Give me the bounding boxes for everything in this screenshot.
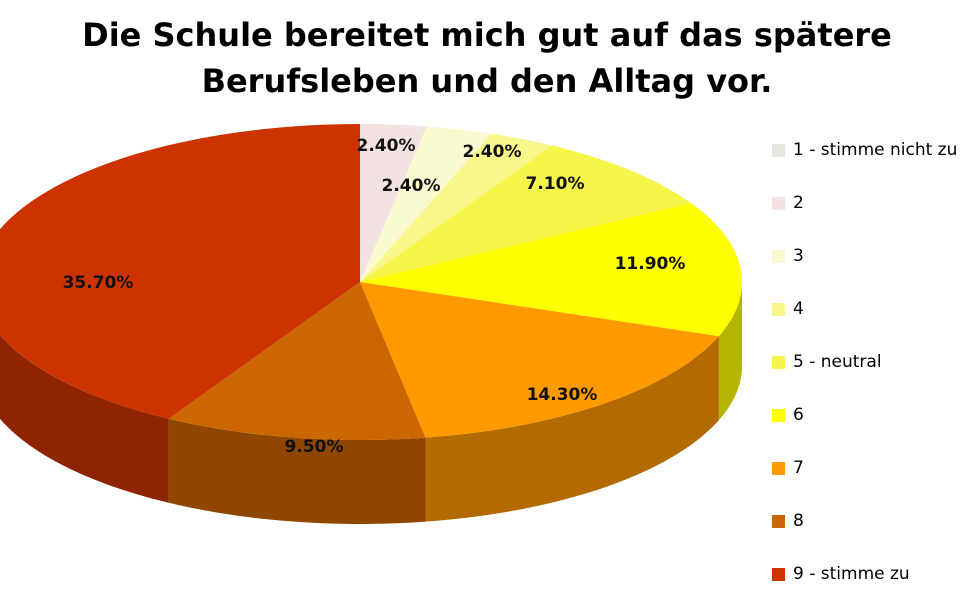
data-label: 35.70% — [62, 273, 134, 293]
data-label: 7.10% — [525, 174, 585, 194]
legend-label: 2 — [793, 193, 804, 213]
data-label: 9.50% — [284, 437, 344, 457]
chart-title-line1: Die Schule bereitet mich gut auf das spä… — [82, 16, 892, 54]
legend-item: 6 — [772, 405, 804, 425]
pie-side-9 — [0, 334, 169, 503]
legend-item: 9 - stimme zu — [772, 564, 910, 584]
pie-side-8 — [168, 418, 426, 524]
data-label: 14.30% — [526, 385, 598, 405]
legend-swatch — [772, 408, 785, 422]
legend-item: 8 — [772, 511, 804, 531]
pie-slice-7 — [360, 282, 719, 438]
legend-swatch — [772, 143, 785, 157]
legend-label: 1 - stimme nicht zu — [793, 140, 958, 160]
legend-swatch — [772, 461, 785, 475]
legend-item: 4 — [772, 299, 804, 319]
legend-swatch — [772, 355, 785, 369]
pie-slice-4 — [360, 133, 553, 282]
legend-label: 3 — [793, 246, 804, 266]
legend-label: 8 — [793, 511, 804, 531]
legend-label: 4 — [793, 299, 804, 319]
chart-title: Die Schule bereitet mich gut auf das spä… — [0, 12, 974, 104]
data-label: 11.90% — [614, 254, 686, 274]
legend-swatch — [772, 514, 785, 528]
pie-slice-9 — [0, 124, 360, 419]
legend-label: 6 — [793, 405, 804, 425]
data-label: 2.40% — [356, 136, 416, 156]
pie-side-6 — [718, 282, 742, 421]
legend-item: 5 - neutral — [772, 352, 882, 372]
legend-swatch — [772, 567, 785, 581]
legend-item: 7 — [772, 458, 804, 478]
pie-slice-2 — [360, 124, 427, 282]
data-label: 2.40% — [462, 142, 522, 162]
legend-swatch — [772, 302, 785, 316]
chart-title-line2: Berufsleben und den Alltag vor. — [201, 62, 773, 100]
legend-swatch — [772, 196, 785, 210]
data-label: 2.40% — [381, 176, 441, 196]
pie-slice-3 — [360, 126, 492, 283]
pie-side-7 — [425, 336, 719, 522]
legend-label: 9 - stimme zu — [793, 564, 910, 584]
pie-slice-6 — [360, 203, 742, 337]
pie-sides — [0, 282, 742, 524]
legend-label: 5 - neutral — [793, 352, 882, 372]
legend-label: 7 — [793, 458, 804, 478]
pie-slice-5 — [360, 145, 692, 282]
pie-slice-8 — [168, 282, 426, 440]
legend-item: 3 — [772, 246, 804, 266]
legend-swatch — [772, 249, 785, 263]
legend-item: 1 - stimme nicht zu — [772, 140, 957, 160]
legend-item: 2 — [772, 193, 804, 213]
